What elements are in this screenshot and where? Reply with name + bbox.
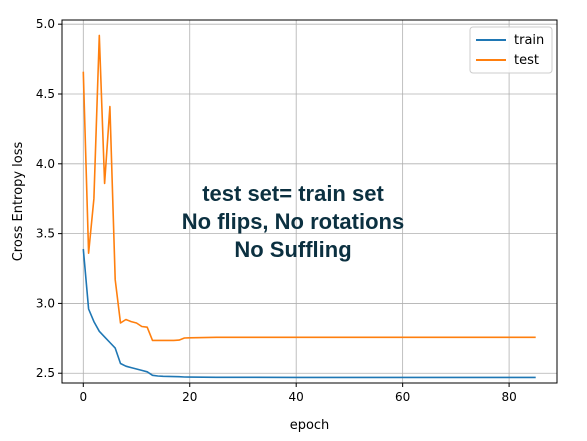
grid-lines (62, 20, 557, 383)
y-tick-label: 3.5 (36, 227, 55, 241)
annotation-line-3: No Suffling (234, 237, 351, 262)
x-tick-label: 20 (182, 390, 197, 404)
chart-annotation: test set= train set No flips, No rotatio… (182, 181, 404, 262)
plot-frame (61, 19, 558, 384)
annotation-line-2: No flips, No rotations (182, 209, 404, 234)
x-tick-label: 40 (289, 390, 304, 404)
x-tick-label: 80 (501, 390, 516, 404)
legend: train test (469, 26, 553, 74)
y-tick-label: 2.5 (36, 366, 55, 380)
legend-label-train: train (514, 33, 544, 48)
y-tick-label: 4.0 (36, 157, 55, 171)
legend-box (469, 26, 553, 74)
y-axis-label: Cross Entropy loss (11, 142, 26, 262)
series-line-train (82, 248, 536, 379)
x-tick-label: 60 (395, 390, 410, 404)
series-line-test (82, 34, 536, 342)
legend-label-test: test (514, 53, 539, 68)
y-tick-label: 5.0 (36, 17, 55, 31)
y-tick-label: 3.0 (36, 296, 55, 310)
annotation-line-1: test set= train set (202, 181, 384, 206)
x-tick-label: 0 (79, 390, 87, 404)
series-lines (82, 34, 536, 379)
x-axis-label: epoch (290, 418, 330, 433)
axis-ticks: 0 20 40 60 80 2.5 3.0 3.5 4.0 4.5 5.0 (36, 17, 517, 404)
y-tick-label: 4.5 (36, 87, 55, 101)
